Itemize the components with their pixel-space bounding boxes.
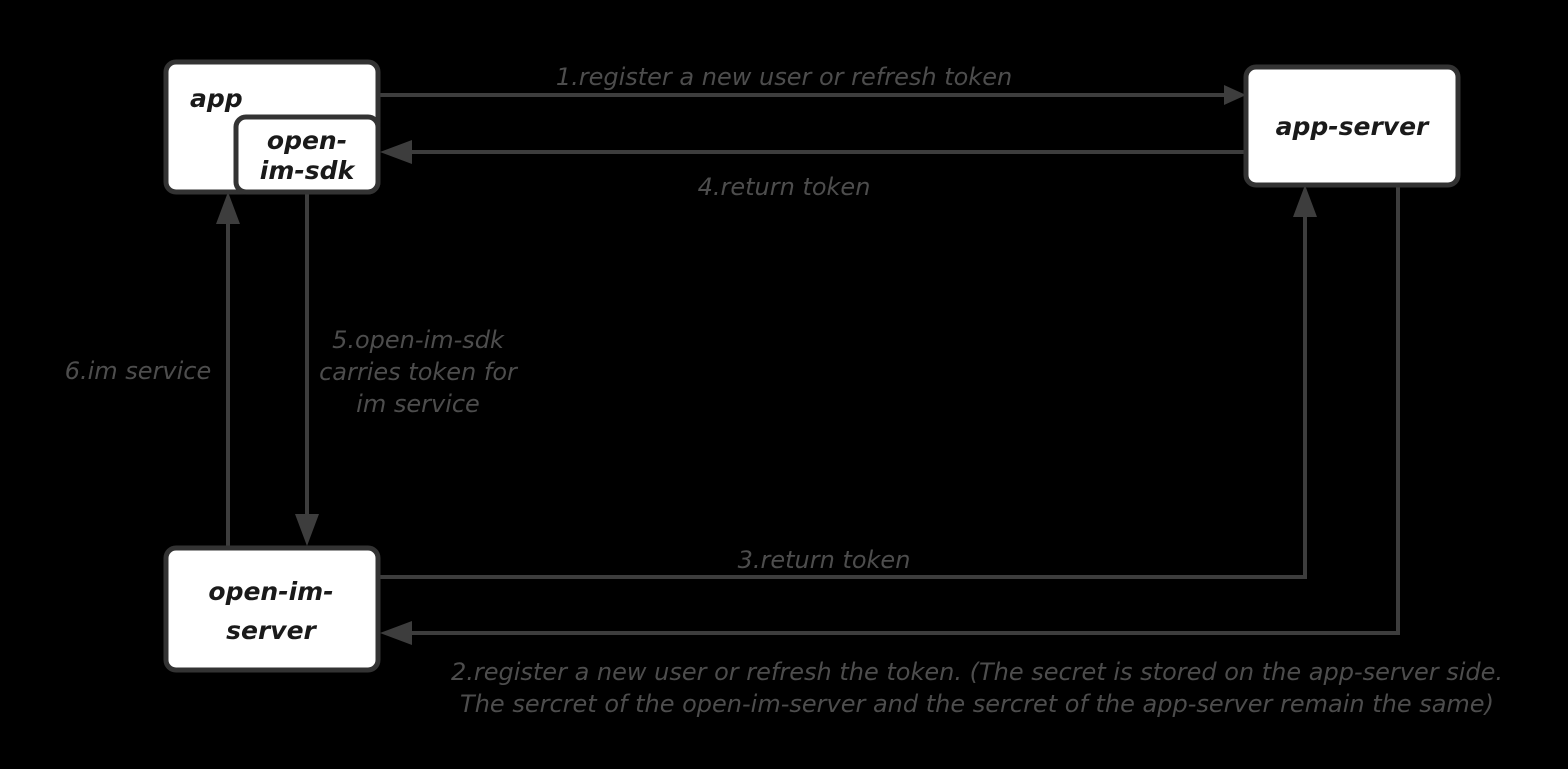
edge-step-3-arrowhead xyxy=(1293,185,1317,217)
node-app-label: app xyxy=(190,84,243,113)
node-open-im-server-label-line1: open-im- xyxy=(208,577,333,606)
edge-step-5-label-line2: carries token for xyxy=(319,358,519,386)
edge-step-5-label-line1: 5.open-im-sdk xyxy=(332,326,505,354)
edge-step-2-arrowhead xyxy=(380,621,412,645)
edge-step-6-label: 6.im service xyxy=(65,357,212,385)
node-app-server-box[interactable] xyxy=(1243,64,1461,188)
node-app-server-label: app-server xyxy=(1276,112,1430,141)
node-open-im-sdk-label-line2: im-sdk xyxy=(260,156,356,185)
edge-step-2-line xyxy=(410,185,1400,635)
edge-step-5: 5.open-im-sdk carries token for im servi… xyxy=(295,192,519,546)
edge-step-4: 4.return token xyxy=(380,140,1246,201)
edge-step-3-label: 3.return token xyxy=(738,546,911,574)
edge-step-1-arrowhead xyxy=(1224,85,1246,105)
edge-step-3: 3.return token xyxy=(378,185,1317,579)
node-open-im-server-label-line2: server xyxy=(226,616,317,645)
edge-step-6-arrowhead xyxy=(216,192,240,224)
edge-step-3-line xyxy=(378,215,1307,579)
node-open-im-sdk-box[interactable] xyxy=(233,114,381,195)
edge-step-4-label: 4.return token xyxy=(698,173,871,201)
edge-step-2-label-line1: 2.register a new user or refresh the tok… xyxy=(451,658,1503,686)
edge-step-5-label-line3: im service xyxy=(356,390,480,418)
edge-step-1: 1.register a new user or refresh token xyxy=(378,63,1246,105)
node-open-im-sdk-label-line1: open- xyxy=(267,126,347,155)
node-open-im-server[interactable]: open-im- server xyxy=(163,545,381,673)
node-app-server[interactable]: app-server xyxy=(1243,64,1461,188)
node-open-im-server-box[interactable] xyxy=(163,545,381,673)
edge-step-4-arrowhead xyxy=(380,140,412,164)
edge-step-5-arrowhead xyxy=(295,514,319,546)
edge-step-2-label-line2: The sercret of the open-im-server and th… xyxy=(460,690,1494,718)
edge-step-6: 6.im service xyxy=(65,192,240,548)
node-open-im-sdk[interactable]: open- im-sdk xyxy=(233,114,381,195)
edge-step-2: 2.register a new user or refresh the tok… xyxy=(380,185,1503,718)
edge-step-1-label: 1.register a new user or refresh token xyxy=(556,63,1012,91)
